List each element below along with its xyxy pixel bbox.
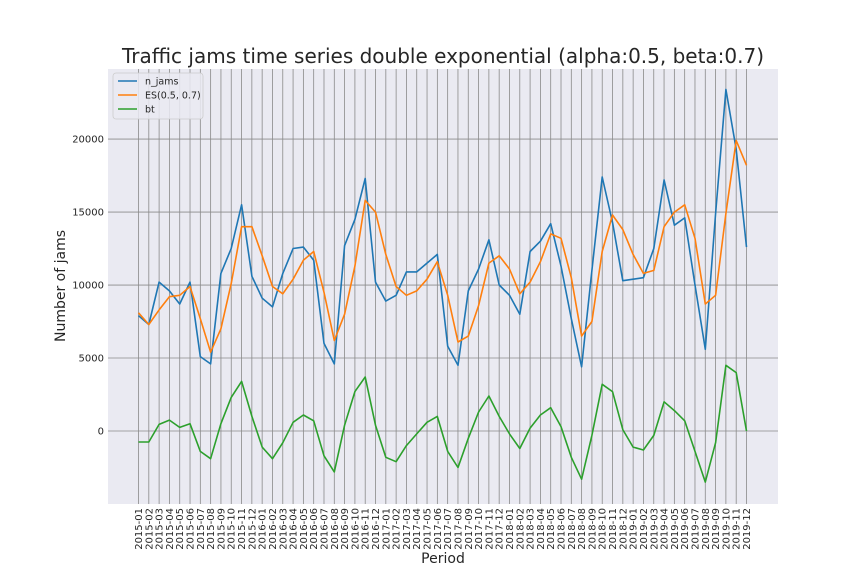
chart-title: Traffic jams time series double exponent…: [121, 44, 764, 68]
x-tick-label: 2016-03: [278, 508, 289, 550]
x-tick-label: 2016-01: [258, 508, 269, 550]
x-tick-label: 2015-12: [247, 508, 258, 550]
series-lines: [137, 88, 748, 483]
plot-background: [108, 69, 778, 504]
legend-entry: ES(0.5, 0.7): [145, 91, 201, 102]
x-tick-label: 2018-03: [526, 508, 537, 550]
y-tick-label: 15000: [72, 208, 104, 219]
x-axis-label: Period: [421, 551, 465, 567]
legend-entry: bt: [145, 105, 155, 116]
x-tick-label: 2015-06: [186, 508, 197, 550]
x-tick-label: 2017-12: [495, 508, 506, 550]
x-tick-label: 2015-08: [206, 508, 217, 550]
x-tick-label: 2018-09: [587, 508, 598, 550]
x-tick-label: 2019-07: [690, 508, 701, 550]
x-tick-label: 2015-10: [227, 508, 238, 550]
x-tick-label: 2019-06: [680, 508, 691, 550]
x-tick-label: 2016-05: [299, 508, 310, 550]
x-tick-label: 2018-11: [608, 508, 619, 550]
x-tick-label: 2017-07: [443, 508, 454, 550]
x-tick-label: 2017-10: [474, 508, 485, 550]
y-tick-label: 10000: [72, 281, 104, 292]
x-tick-label: 2016-07: [319, 508, 330, 550]
x-tick-label: 2015-04: [165, 508, 176, 550]
x-tick-label: 2016-10: [350, 508, 361, 550]
x-tick-label: 2016-06: [309, 508, 320, 550]
x-tick-label: 2017-11: [484, 508, 495, 550]
x-tick-label: 2016-08: [330, 508, 341, 550]
x-tick-label: 2015-09: [216, 508, 227, 550]
x-tick-label: 2018-12: [618, 508, 629, 550]
x-tick-label: 2018-01: [505, 508, 516, 550]
x-tick-label: 2017-08: [453, 508, 464, 550]
x-tick-label: 2018-05: [546, 508, 557, 550]
x-tick-label: 2016-04: [289, 508, 300, 550]
x-tick-label: 2015-03: [155, 508, 166, 550]
x-tick-label: 2019-05: [670, 508, 681, 550]
series-line: [137, 139, 748, 354]
y-tick-label: 5000: [79, 354, 104, 365]
x-tick-label: 2016-09: [340, 508, 351, 550]
y-tick-labels: 0 5000 10000 15000 20000: [72, 135, 104, 438]
x-tick-label: 2019-04: [660, 508, 671, 550]
x-tick-label: 2019-09: [711, 508, 722, 550]
x-tick-label: 2019-02: [639, 508, 650, 550]
x-tick-label: 2018-04: [536, 508, 547, 550]
x-tick-label: 2019-12: [742, 508, 753, 550]
x-tick-label: 2019-03: [649, 508, 660, 550]
x-tick-label: 2018-10: [598, 508, 609, 550]
x-tick-label: 2015-02: [144, 508, 155, 550]
x-tick-label: 2018-06: [557, 508, 568, 550]
x-tick-label: 2015-11: [237, 508, 248, 550]
x-tick-label: 2016-11: [361, 508, 372, 550]
x-tick-label: 2016-12: [371, 508, 382, 550]
x-tick-label: 2018-02: [515, 508, 526, 550]
x-tick-label: 2017-06: [433, 508, 444, 550]
x-tick-label: 2017-01: [381, 508, 392, 550]
x-tick-label: 2017-04: [412, 508, 423, 550]
legend: n_jams ES(0.5, 0.7) bt: [112, 72, 204, 120]
legend-entry: n_jams: [145, 77, 178, 88]
x-tick-label: 2017-05: [423, 508, 434, 550]
x-tick-label: 2019-11: [732, 508, 743, 550]
x-tick-label: 2018-08: [577, 508, 588, 550]
y-tick-label: 20000: [72, 135, 104, 146]
legend-box: [112, 72, 204, 120]
y-tick-label: 0: [98, 427, 104, 438]
series-line: [138, 364, 748, 483]
x-tick-label: 2015-07: [196, 508, 207, 550]
x-tick-labels: 2015-01 2015-02 2015-03 2015-04 2015-05 2015-…: [134, 508, 753, 550]
grid: [108, 69, 778, 504]
x-tick-label: 2019-01: [629, 508, 640, 550]
x-tick-label: 2017-03: [402, 508, 413, 550]
x-tick-label: 2017-02: [392, 508, 403, 550]
x-tick-label: 2015-05: [175, 508, 186, 550]
x-tick-label: 2019-10: [721, 508, 732, 550]
x-tick-label: 2018-07: [567, 508, 578, 550]
x-tick-label: 2019-08: [701, 508, 712, 550]
x-tick-label: 2017-09: [464, 508, 475, 550]
x-tick-label: 2015-01: [134, 508, 145, 550]
x-tick-label: 2016-02: [268, 508, 279, 550]
y-axis-label: Number of jams: [53, 230, 69, 342]
